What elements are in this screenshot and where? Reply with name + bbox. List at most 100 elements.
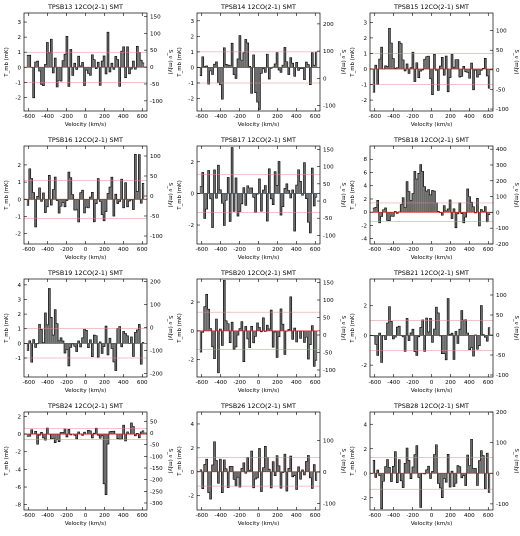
- y-left-tick-label: -8: [15, 503, 21, 509]
- y-left-axis-label: T_mb (mK): [350, 180, 356, 210]
- x-tick-label: 400: [464, 114, 475, 120]
- y-left-tick-label: 4: [363, 184, 367, 190]
- y-right-tick-label: 0: [150, 194, 154, 200]
- x-tick-label: 600: [483, 380, 494, 386]
- y-right-tick-label: -100: [150, 234, 163, 240]
- spectrum-line: [27, 32, 144, 98]
- y-left-tick-label: 3: [190, 19, 194, 25]
- chart-title: TPSB14 12CO(2-1) SMT: [220, 3, 296, 11]
- x-tick-label: -200: [60, 247, 73, 253]
- channel-bar: [200, 187, 202, 194]
- x-tick-label: 200: [99, 380, 110, 386]
- x-tick-label: 600: [137, 380, 148, 386]
- y-left-tick-label: -2: [361, 98, 367, 104]
- y-right-tick-label: -300: [150, 501, 163, 507]
- x-tick-label: 600: [137, 513, 148, 519]
- x-tick-label: 400: [464, 247, 475, 253]
- channel-bar: [315, 331, 317, 360]
- x-tick-label: -600: [195, 513, 208, 519]
- y-right-tick-label: -100: [496, 373, 509, 379]
- x-tick-label: 0: [84, 380, 88, 386]
- y-right-tick-label: 0: [496, 333, 500, 339]
- y-left-tick-label: -1: [15, 80, 21, 86]
- y-right-tick-label: 0: [496, 68, 500, 74]
- y-right-tick-label: 100: [150, 31, 161, 37]
- x-tick-label: -200: [406, 114, 419, 120]
- y-left-axis-label: T_mb (mK): [4, 180, 10, 210]
- y-right-tick-label: 50: [150, 419, 158, 425]
- y-left-tick-label: 3: [17, 20, 21, 26]
- y-right-tick-label: 50: [496, 48, 504, 54]
- y-left-tick-label: -1: [15, 214, 21, 220]
- x-tick-label: 600: [310, 513, 321, 519]
- y-left-tick-label: 0: [190, 191, 194, 197]
- x-tick-label: 200: [272, 247, 283, 253]
- y-left-tick-label: 0: [17, 65, 21, 71]
- x-tick-label: 600: [483, 247, 494, 253]
- spectrum-line: [200, 280, 317, 372]
- y-right-tick-label: -100: [323, 502, 336, 508]
- x-axis-label: Velocity (km/s): [411, 122, 453, 128]
- y-right-tick-label: 50: [323, 316, 331, 322]
- y-right-tick-label: -100: [496, 502, 509, 508]
- y-left-tick-label: 1: [363, 51, 367, 57]
- y-left-tick-label: -2: [361, 223, 367, 229]
- y-right-tick-label: 0: [496, 471, 500, 477]
- x-tick-label: 0: [84, 513, 88, 519]
- channel-bar: [426, 191, 428, 212]
- x-tick-label: -600: [22, 247, 35, 253]
- channel-bar: [48, 53, 50, 67]
- y-left-tick-label: 2: [363, 304, 367, 310]
- x-tick-label: -200: [406, 513, 419, 519]
- y-left-axis-label: T_mb (mK): [177, 313, 183, 343]
- x-axis-label: Velocity (km/s): [65, 521, 107, 527]
- y-right-tick-label: -100: [323, 104, 336, 110]
- y-right-tick-label: 100: [496, 29, 507, 35]
- x-axis-label: Velocity (km/s): [65, 388, 107, 394]
- x-tick-label: -600: [368, 114, 381, 120]
- y-right-tick-label: 150: [323, 281, 334, 287]
- channel-bar: [373, 208, 375, 212]
- y-left-tick-label: 0: [190, 65, 194, 71]
- x-tick-label: 0: [430, 247, 434, 253]
- y-right-tick-label: 200: [496, 179, 507, 185]
- x-tick-label: -600: [195, 114, 208, 120]
- y-right-tick-label: 100: [323, 49, 334, 55]
- x-tick-label: 400: [118, 114, 129, 120]
- x-tick-label: -400: [41, 247, 54, 253]
- x-tick-label: 200: [272, 380, 283, 386]
- x-tick-label: 200: [99, 247, 110, 253]
- y-right-tick-label: 400: [496, 147, 507, 153]
- channel-bar: [86, 199, 88, 207]
- y-left-tick-label: -2: [15, 450, 21, 456]
- x-axis-label: Velocity (km/s): [411, 521, 453, 527]
- x-tick-label: -400: [214, 247, 227, 253]
- y-left-tick-label: 2: [190, 160, 194, 166]
- chart-title: TPSB18 12CO(2-1) SMT: [393, 136, 469, 144]
- y-right-tick-label: -200: [150, 372, 163, 378]
- x-tick-label: -200: [406, 247, 419, 253]
- y-left-tick-label: -2: [188, 358, 194, 364]
- y-right-tick-label: -50: [150, 443, 160, 449]
- x-tick-label: -600: [195, 247, 208, 253]
- y-left-axis-label: T_mb (mK): [177, 180, 183, 210]
- y-left-tick-label: -2: [188, 223, 194, 229]
- y-left-tick-label: 2: [17, 414, 21, 420]
- x-tick-label: -600: [368, 247, 381, 253]
- y-left-axis-label: T_mb (mK): [177, 47, 183, 77]
- chart-title: TPSB20 12CO(2-1) SMT: [220, 269, 296, 277]
- channel-bar: [469, 466, 471, 474]
- x-tick-label: -400: [387, 380, 400, 386]
- y-right-tick-label: 100: [150, 302, 161, 308]
- y-left-tick-label: -2: [361, 363, 367, 369]
- x-tick-label: 600: [483, 513, 494, 519]
- y-right-tick-label: -100: [150, 348, 163, 354]
- channel-bar: [237, 472, 239, 477]
